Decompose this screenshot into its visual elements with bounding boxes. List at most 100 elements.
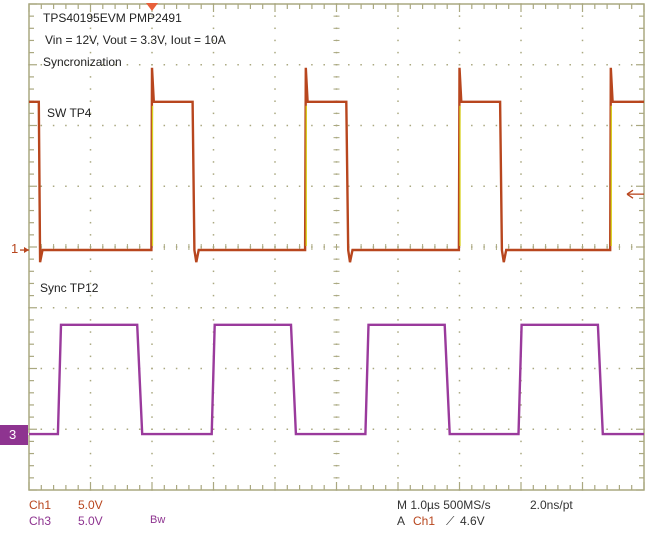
grid-dot xyxy=(114,307,116,309)
grid-dot xyxy=(212,15,215,17)
grid-dot xyxy=(581,124,584,127)
grid-dot xyxy=(581,319,584,321)
grid-dot xyxy=(89,331,92,333)
grid-dot xyxy=(630,367,633,370)
grid-dot xyxy=(397,477,399,479)
grid-dot xyxy=(397,452,399,455)
grid-dot xyxy=(594,185,596,187)
grid-dot xyxy=(348,307,350,309)
grid-dot xyxy=(89,112,92,115)
grid-dot xyxy=(212,197,215,200)
grid-dot xyxy=(274,112,276,115)
grid-dot xyxy=(581,464,584,467)
grid-dot xyxy=(421,307,424,309)
grid-dot xyxy=(471,64,473,66)
grid-dot xyxy=(151,367,153,370)
grid-dot xyxy=(151,307,153,309)
grid-dot xyxy=(65,307,67,309)
grid-dot xyxy=(544,307,547,309)
grid-dot xyxy=(594,307,596,309)
grid-dot xyxy=(630,307,633,309)
grid-dot xyxy=(409,64,412,66)
grid-dot xyxy=(126,367,129,370)
grid-dot xyxy=(274,477,276,479)
grid-dot xyxy=(520,307,522,309)
grid-dot xyxy=(151,355,153,358)
grid-dot xyxy=(372,124,375,127)
grid-dot xyxy=(89,452,92,455)
grid-dot xyxy=(471,367,473,370)
grid-dot xyxy=(89,343,92,345)
grid-dot xyxy=(274,149,276,151)
grid-dot xyxy=(520,173,522,175)
grid-dot xyxy=(581,307,584,309)
grid-dot xyxy=(89,307,92,309)
grid-dot xyxy=(274,343,276,345)
grid-dot xyxy=(581,270,584,273)
grid-dot xyxy=(89,416,92,418)
grid-dot xyxy=(581,404,584,406)
grid-dot xyxy=(458,464,461,467)
grid-dot xyxy=(274,379,276,382)
grid-dot xyxy=(286,185,289,187)
grid-dot xyxy=(434,367,436,370)
grid-dot xyxy=(520,440,522,443)
grid-dot xyxy=(348,367,350,370)
grid-dot xyxy=(458,319,461,321)
grid-dot xyxy=(532,124,535,127)
grid-dot xyxy=(384,367,387,370)
grid-dot xyxy=(409,307,412,309)
grid-dot xyxy=(274,270,276,273)
grid-dot xyxy=(175,124,178,127)
grid-dot xyxy=(483,428,485,430)
grid-dot xyxy=(458,294,461,297)
grid-dot xyxy=(397,221,399,224)
grid-dot xyxy=(434,64,436,66)
grid-dot xyxy=(212,88,215,90)
grid-dot xyxy=(40,307,43,309)
grid-dot xyxy=(89,39,92,42)
ch1-scale: 5.0V xyxy=(78,498,103,512)
grid-dot xyxy=(77,307,79,309)
grid-dot xyxy=(532,185,535,187)
grid-dot xyxy=(188,124,190,127)
trace-ch3 xyxy=(29,323,644,436)
grid-dot xyxy=(40,64,43,66)
grid-dot xyxy=(397,440,399,443)
grid-dot xyxy=(630,428,633,430)
series-label-ch3: Sync TP12 xyxy=(40,281,99,295)
grid-dot xyxy=(569,428,571,430)
grid-dot xyxy=(569,185,571,187)
grid-dot xyxy=(212,477,215,479)
grid-dot xyxy=(163,124,166,127)
grid-dot xyxy=(151,452,153,455)
grid-dot xyxy=(594,64,596,66)
grid-dot xyxy=(274,367,276,370)
grid-dot xyxy=(212,282,215,285)
trigger-slope-icon: ⟋ xyxy=(446,514,455,528)
grid-dot xyxy=(274,307,276,309)
grid-dot xyxy=(311,124,313,127)
grid-dot xyxy=(212,149,215,151)
grid-dot xyxy=(606,64,608,66)
grid-dot xyxy=(471,124,473,127)
grid-dot xyxy=(397,392,399,394)
grid-dot xyxy=(520,282,522,285)
grid-dot xyxy=(520,76,522,78)
bandwidth-limit-indicator: Bw xyxy=(150,514,166,526)
grid-dot xyxy=(212,100,215,102)
grid-dot xyxy=(298,124,301,127)
grid-dot xyxy=(557,428,559,430)
grid-dot xyxy=(89,27,92,30)
grid-dot xyxy=(421,367,424,370)
grid-dot xyxy=(458,452,461,455)
grid-dot xyxy=(409,185,412,187)
grid-dot xyxy=(212,416,215,418)
grid-dot xyxy=(212,440,215,443)
grid-dot xyxy=(126,64,129,66)
grid-dot xyxy=(471,307,473,309)
grid-dot xyxy=(520,234,522,236)
grid-dot xyxy=(520,294,522,297)
grid-dot xyxy=(421,124,424,127)
grid-dot xyxy=(89,136,92,139)
